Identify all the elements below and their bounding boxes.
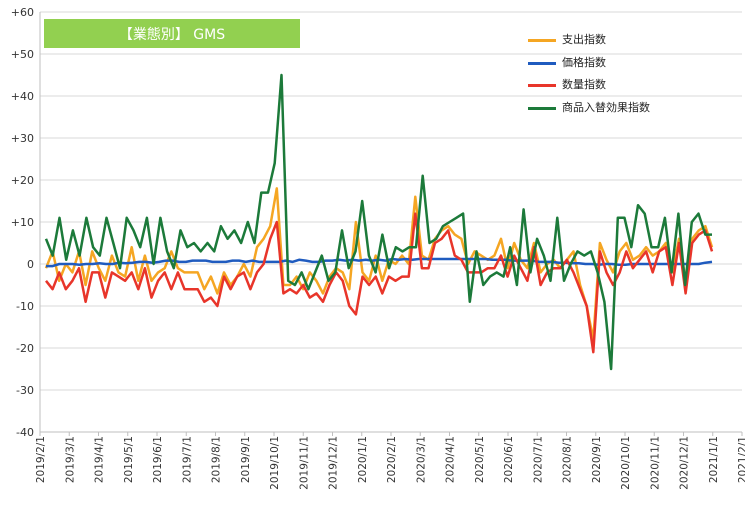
x-tick-label: 2019/12/1 <box>328 436 340 490</box>
x-tick-label: 2019/11/1 <box>298 436 310 490</box>
series-line <box>45 212 714 354</box>
x-tick-label: 2020/3/1 <box>415 436 427 483</box>
x-tick-label: 2020/4/1 <box>445 436 457 483</box>
series-line <box>44 73 712 371</box>
x-tick-label: 2020/8/1 <box>562 436 574 483</box>
y-tick-label: -40 <box>16 426 34 439</box>
x-tick-label: 2020/5/1 <box>474 436 486 483</box>
x-tick-label: 2019/9/1 <box>240 436 252 483</box>
y-tick-label: +10 <box>11 216 34 229</box>
legend-label: 数量指数 <box>562 78 606 91</box>
x-tick-label: 2021/2/1 <box>737 436 745 483</box>
y-tick-label: -10 <box>16 300 34 313</box>
x-tick-label: 2019/10/1 <box>269 436 281 490</box>
x-tick-label: 2020/1/1 <box>357 436 369 483</box>
x-tick-label: 2020/11/1 <box>649 436 661 490</box>
chart-title-badge: 【業態別】 GMS <box>44 19 300 48</box>
legend-label: 価格指数 <box>562 55 606 69</box>
x-tick-label: 2019/7/1 <box>181 436 193 483</box>
x-tick-label: 2019/8/1 <box>211 436 223 483</box>
y-tick-label: +40 <box>11 90 34 103</box>
x-tick-label: 2019/5/1 <box>123 436 135 483</box>
series-line <box>44 187 714 341</box>
legend-swatch <box>528 39 556 42</box>
y-tick-label: +60 <box>11 6 34 19</box>
y-tick-label: -20 <box>16 342 34 355</box>
y-tick-label: +20 <box>11 174 34 187</box>
x-tick-label: 2021/1/1 <box>708 436 720 483</box>
x-tick-label: 2020/6/1 <box>503 436 515 483</box>
legend-item: 支出指数 <box>528 32 650 55</box>
x-tick-label: 2019/4/1 <box>94 436 106 483</box>
y-tick-label: +50 <box>11 48 34 61</box>
legend-swatch <box>528 84 556 87</box>
x-tick-label: 2019/3/1 <box>64 436 76 483</box>
legend-swatch <box>528 106 556 110</box>
x-tick-label: 2020/2/1 <box>386 436 398 483</box>
x-tick-label: 2020/12/1 <box>679 436 691 490</box>
x-tick-label: 2020/7/1 <box>532 436 544 483</box>
chart-title: 【業態別】 GMS <box>118 26 226 43</box>
legend-swatch <box>528 61 556 65</box>
legend-label: 商品入替効果指数 <box>562 100 650 114</box>
x-tick-label: 2019/2/1 <box>35 436 47 483</box>
x-tick-label: 2020/9/1 <box>591 436 603 483</box>
y-tick-label: -30 <box>16 384 34 397</box>
chart-legend: 支出指数価格指数数量指数商品入替効果指数 <box>528 32 650 122</box>
legend-item: 商品入替効果指数 <box>528 100 650 123</box>
x-tick-label: 2020/10/1 <box>620 436 632 490</box>
x-tick-label: 2019/6/1 <box>152 436 164 483</box>
legend-item: 価格指数 <box>528 55 650 78</box>
legend-item: 数量指数 <box>528 77 650 100</box>
y-tick-label: +30 <box>11 132 34 145</box>
legend-label: 支出指数 <box>562 33 606 46</box>
y-tick-label: 0 <box>27 258 34 271</box>
